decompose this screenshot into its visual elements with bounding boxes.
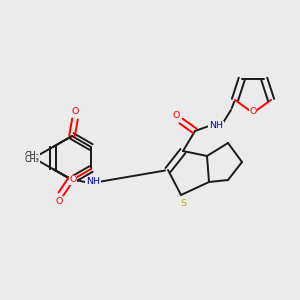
Text: CH₃: CH₃ — [25, 155, 39, 164]
Text: CH₃: CH₃ — [25, 152, 39, 160]
Text: NH: NH — [86, 178, 100, 187]
Text: O: O — [172, 110, 180, 119]
Text: O: O — [249, 107, 257, 116]
Text: O: O — [55, 197, 63, 206]
Text: O: O — [69, 176, 77, 184]
Text: O: O — [71, 106, 79, 116]
Text: S: S — [180, 200, 186, 208]
Text: NH: NH — [209, 122, 223, 130]
